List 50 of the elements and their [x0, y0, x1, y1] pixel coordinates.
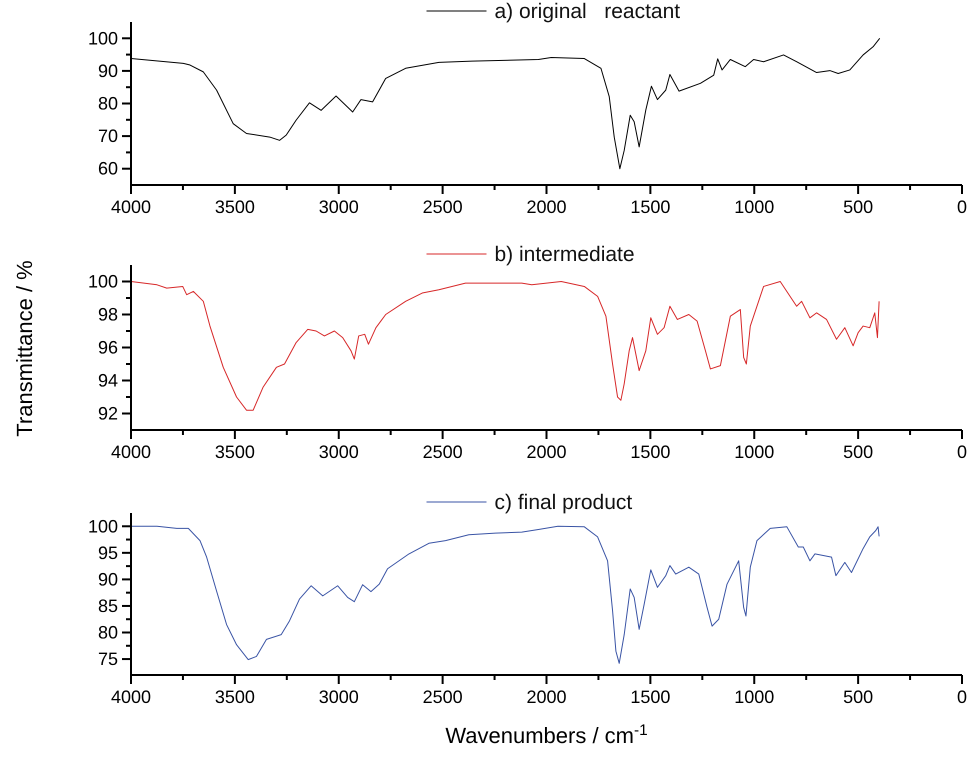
line-series — [130, 281, 880, 411]
x-axis-title: Wavenumbers / cm$^{-1}$ — [445, 722, 648, 748]
x-tick-label: 500 — [843, 687, 874, 707]
y-tick-label: 70 — [98, 126, 118, 146]
y-tick-label: 98 — [98, 304, 118, 324]
legend-label: c) final product — [494, 491, 632, 514]
x-tick-label: 1500 — [630, 442, 670, 462]
x-tick-label: 1000 — [734, 197, 774, 217]
x-tick-label: 1500 — [630, 197, 670, 217]
y-tick-label: 100 — [88, 272, 118, 292]
x-tick-label: 2000 — [526, 197, 567, 217]
legend-label: b) intermediate — [494, 243, 635, 266]
x-tick-label: 4000 — [110, 687, 152, 707]
x-tick-label: 500 — [843, 442, 874, 462]
x-tick-label: 2000 — [526, 687, 567, 707]
x-tick-label: 3500 — [214, 197, 255, 217]
x-tick-label: 2500 — [422, 197, 463, 217]
y-tick-label: 80 — [98, 622, 118, 643]
x-tick-label: 3500 — [214, 687, 255, 707]
x-tick-label: 2000 — [526, 442, 567, 462]
y-tick-label: 96 — [98, 338, 118, 358]
y-axis-title: Transmittance / % — [12, 260, 37, 437]
x-tick-label: 1500 — [630, 687, 670, 707]
x-tick-label: 4000 — [110, 197, 152, 217]
x-tick-label: 2500 — [422, 687, 463, 707]
y-tick-label: 94 — [98, 370, 118, 390]
x-tick-label: 4000 — [110, 442, 152, 462]
y-tick-label: 100 — [88, 516, 118, 536]
legend-label: a) original reactant — [494, 0, 680, 23]
x-tick-label: 1000 — [734, 442, 774, 462]
x-tick-label: 3500 — [214, 442, 255, 462]
y-tick-label: 95 — [98, 542, 118, 563]
line-series — [130, 526, 880, 664]
y-tick-label: 90 — [98, 60, 118, 81]
x-tick-label: 3000 — [318, 687, 359, 707]
x-tick-label: 0 — [956, 197, 968, 217]
x-tick-label: 500 — [843, 197, 874, 217]
y-tick-label: 100 — [88, 28, 118, 48]
x-tick-label: 2500 — [422, 442, 463, 462]
x-tick-label: 0 — [956, 442, 968, 462]
y-tick-label: 85 — [98, 596, 118, 616]
x-tick-label: 1000 — [734, 687, 774, 707]
x-tick-label: 3000 — [318, 197, 359, 217]
y-tick-label: 80 — [98, 94, 118, 114]
y-tick-label: 60 — [98, 158, 118, 179]
y-tick-label: 90 — [98, 569, 118, 590]
y-tick-label: 75 — [98, 649, 118, 670]
x-tick-label: 0 — [956, 687, 968, 707]
y-tick-label: 92 — [98, 404, 118, 424]
x-tick-label: 3000 — [318, 442, 359, 462]
